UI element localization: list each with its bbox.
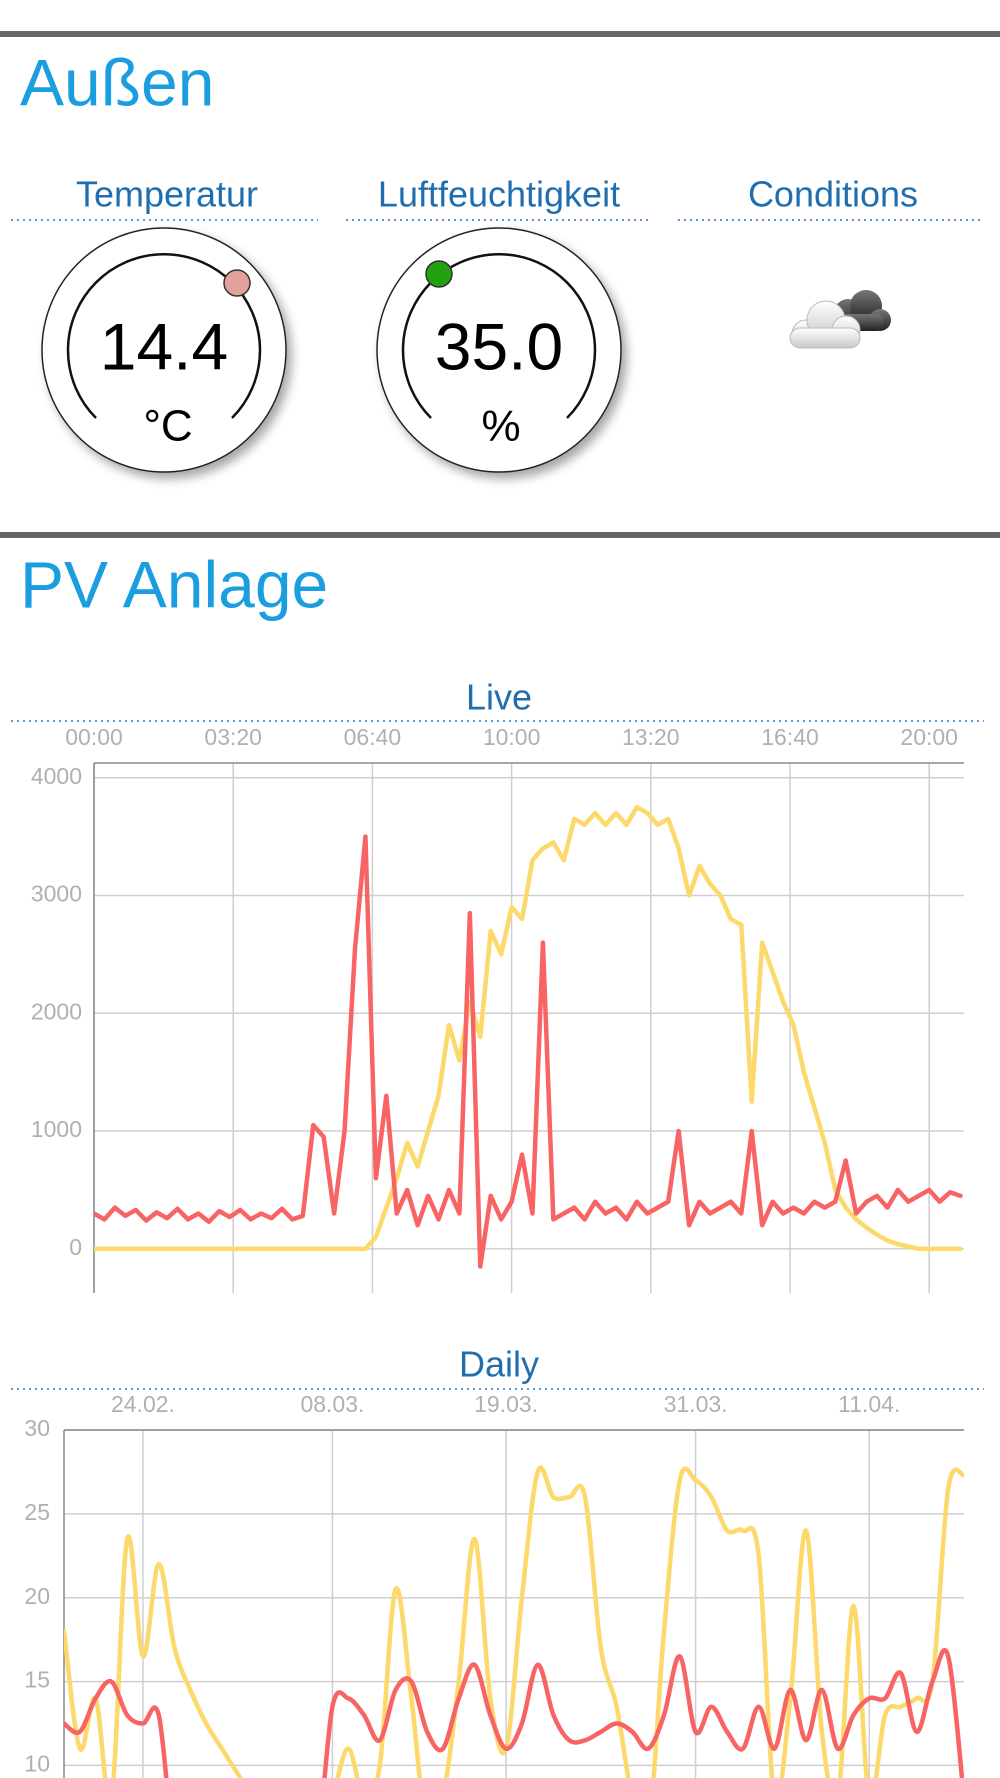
y-tick-label: 3000 xyxy=(31,881,82,907)
plot-area xyxy=(94,804,963,1269)
x-tick-label: 13:20 xyxy=(622,724,680,750)
widget-title: Luftfeuchtigkeit xyxy=(378,174,620,215)
y-tick-label: 30 xyxy=(24,1415,50,1441)
data-line xyxy=(94,834,963,1269)
gauge: 35.0 % xyxy=(376,227,622,473)
x-tick-label: 06:40 xyxy=(344,724,402,750)
section-title: PV Anlage xyxy=(20,547,328,621)
x-tick-label: 03:20 xyxy=(204,724,262,750)
gauge-unit: °C xyxy=(143,402,192,451)
widget-title: Temperatur xyxy=(76,174,258,215)
divider xyxy=(0,532,1000,538)
data-line xyxy=(64,1647,964,1778)
x-tick-label: 20:00 xyxy=(900,724,958,750)
y-tick-label: 25 xyxy=(24,1499,50,1525)
gauge-unit: % xyxy=(481,402,520,451)
gauge-arc xyxy=(401,252,597,419)
x-tick-label: 31.03. xyxy=(664,1391,728,1417)
x-tick-label: 19.03. xyxy=(474,1391,538,1417)
gauge-arc xyxy=(66,252,262,419)
gauge-indicator xyxy=(425,260,453,288)
x-tick-label: 00:00 xyxy=(65,724,123,750)
gauge-value: 14.4 xyxy=(100,309,228,383)
chart-title: Live xyxy=(466,677,532,718)
divider xyxy=(0,31,1000,37)
y-tick-label: 20 xyxy=(24,1583,50,1609)
x-tick-label: 11.04. xyxy=(838,1391,900,1417)
y-tick-label: 10 xyxy=(24,1750,50,1776)
y-tick-label: 2000 xyxy=(31,998,82,1024)
x-tick-label: 24.02. xyxy=(111,1391,175,1417)
y-tick-label: 4000 xyxy=(31,763,82,789)
y-tick-label: 1000 xyxy=(31,1116,82,1142)
plot-area xyxy=(64,1465,964,1778)
gauge-face xyxy=(376,227,622,473)
section-title: Außen xyxy=(20,45,214,119)
chart-title: Daily xyxy=(459,1344,539,1385)
y-tick-label: 15 xyxy=(24,1667,50,1693)
data-line xyxy=(64,1465,964,1778)
x-tick-label: 16:40 xyxy=(761,724,819,750)
gauge-value: 35.0 xyxy=(435,309,563,383)
gauge-indicator xyxy=(223,269,251,297)
weather-icon xyxy=(789,290,891,349)
gauge: 14.4 °C xyxy=(41,227,287,473)
widget-title: Conditions xyxy=(748,174,918,215)
data-line xyxy=(94,804,963,1252)
x-tick-label: 08.03. xyxy=(300,1391,364,1417)
x-tick-label: 10:00 xyxy=(483,724,541,750)
y-tick-label: 0 xyxy=(69,1234,82,1260)
